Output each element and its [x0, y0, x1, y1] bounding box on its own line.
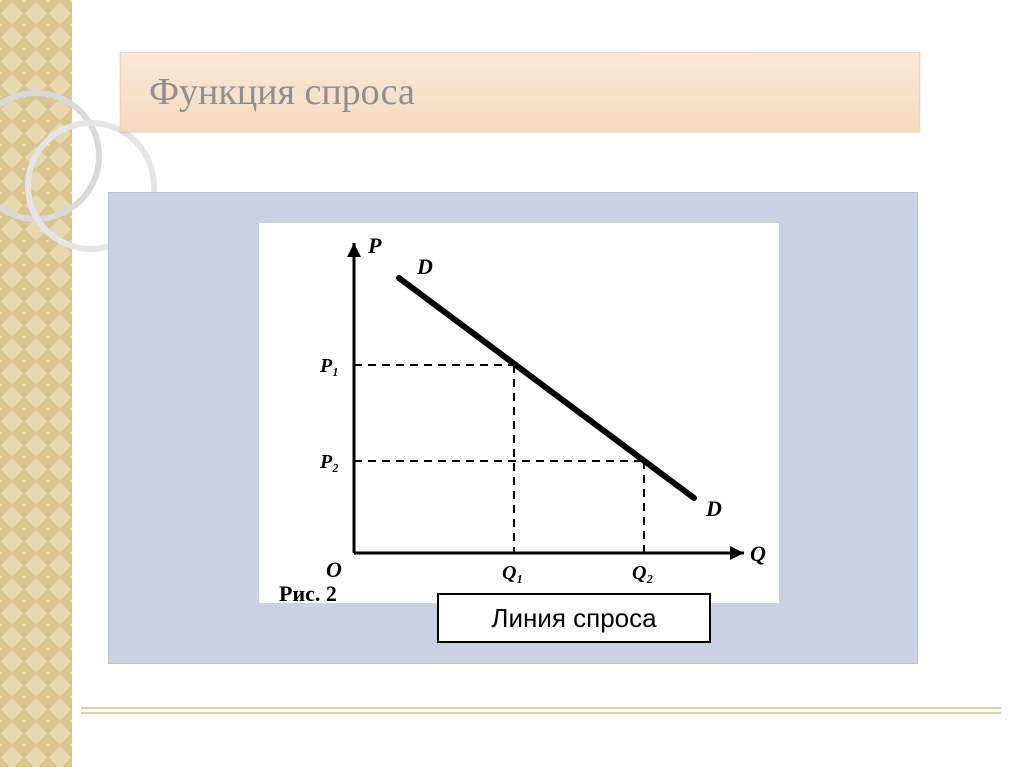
caption-text: Линия спроса: [491, 603, 656, 634]
slide-title: Функция спроса: [149, 70, 415, 114]
footer-line: [81, 712, 1001, 714]
svg-text:P₂: P₂: [319, 451, 339, 473]
svg-text:O: O: [326, 557, 342, 582]
chart-svg: P Q O P₁ Q₁ P₂ Q₂ D D Рис. 2: [259, 223, 779, 603]
svg-text:Q₂: Q₂: [632, 562, 653, 584]
svg-text:Q: Q: [750, 541, 766, 566]
svg-text:Q₁: Q₁: [502, 562, 523, 584]
svg-text:D: D: [705, 496, 722, 521]
svg-text:P: P: [367, 233, 382, 258]
slide: Функция спроса P Q O P₁ Q₁ P₂ Q₂ D D Рис. 2 Линия…: [0, 0, 1024, 767]
title-bar: Функция спроса: [120, 52, 920, 132]
svg-text:D: D: [416, 254, 433, 279]
chart-caption: Линия спроса: [437, 593, 711, 643]
content-panel: P Q O P₁ Q₁ P₂ Q₂ D D Рис. 2 Линия спроса: [108, 192, 918, 664]
svg-text:Рис. 2: Рис. 2: [279, 581, 337, 603]
footer-line: [81, 707, 1001, 709]
svg-text:P₁: P₁: [319, 355, 339, 377]
demand-chart: P Q O P₁ Q₁ P₂ Q₂ D D Рис. 2: [259, 223, 779, 603]
